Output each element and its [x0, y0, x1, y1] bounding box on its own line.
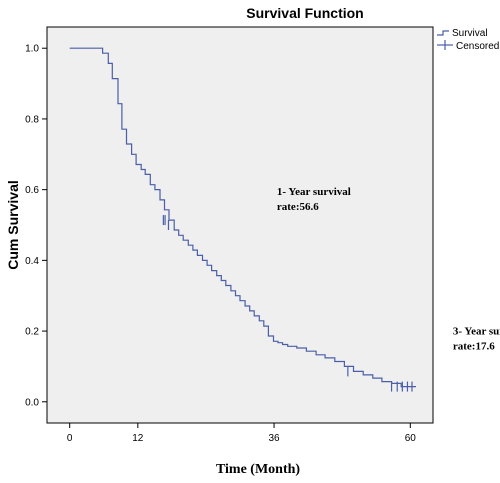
x-axis-label: Time (Month): [216, 462, 300, 477]
plot-area: [46, 26, 434, 424]
x-tick-label: 12: [132, 433, 144, 444]
axes: 0 12 36 60 0.0 0.2 0.4 0.6 0.8 1.0: [25, 44, 416, 444]
survival-rate-annotation: 3- Year survival rate:17.6: [453, 326, 500, 353]
series-layer: [69, 47, 416, 392]
y-tick-label: 0.2: [25, 327, 39, 338]
chart-title: Survival Function: [246, 5, 363, 21]
y-tick-label: 0.8: [25, 114, 39, 125]
annotation-line: rate:56.6: [277, 201, 319, 213]
legend-label-survival: Survival: [452, 28, 488, 39]
y-tick-label: 0.0: [25, 397, 39, 408]
annotation-line: rate:17.6: [453, 341, 495, 353]
legend: Survival Censored: [437, 28, 499, 52]
x-tick-label: 60: [405, 433, 417, 444]
legend-label-censored: Censored: [456, 41, 499, 52]
x-tick-label: 36: [268, 433, 280, 444]
survival-rate-annotation: 1- Year survival rate:56.6: [277, 186, 351, 213]
y-tick-label: 0.6: [25, 185, 39, 196]
annotation-line: 3- Year survival: [453, 326, 500, 338]
annotation-layer: 1- Year survival rate:56.6 3- Year surviva…: [277, 186, 500, 353]
y-tick-label: 1.0: [25, 44, 39, 55]
x-tick-label: 0: [67, 433, 73, 444]
y-tick-label: 0.4: [25, 256, 39, 267]
annotation-line: 1- Year survival: [277, 186, 351, 198]
survival-step-line: [69, 47, 416, 388]
legend-survival-swatch: [437, 30, 449, 36]
y-axis-label: Cum Survival: [5, 180, 21, 269]
